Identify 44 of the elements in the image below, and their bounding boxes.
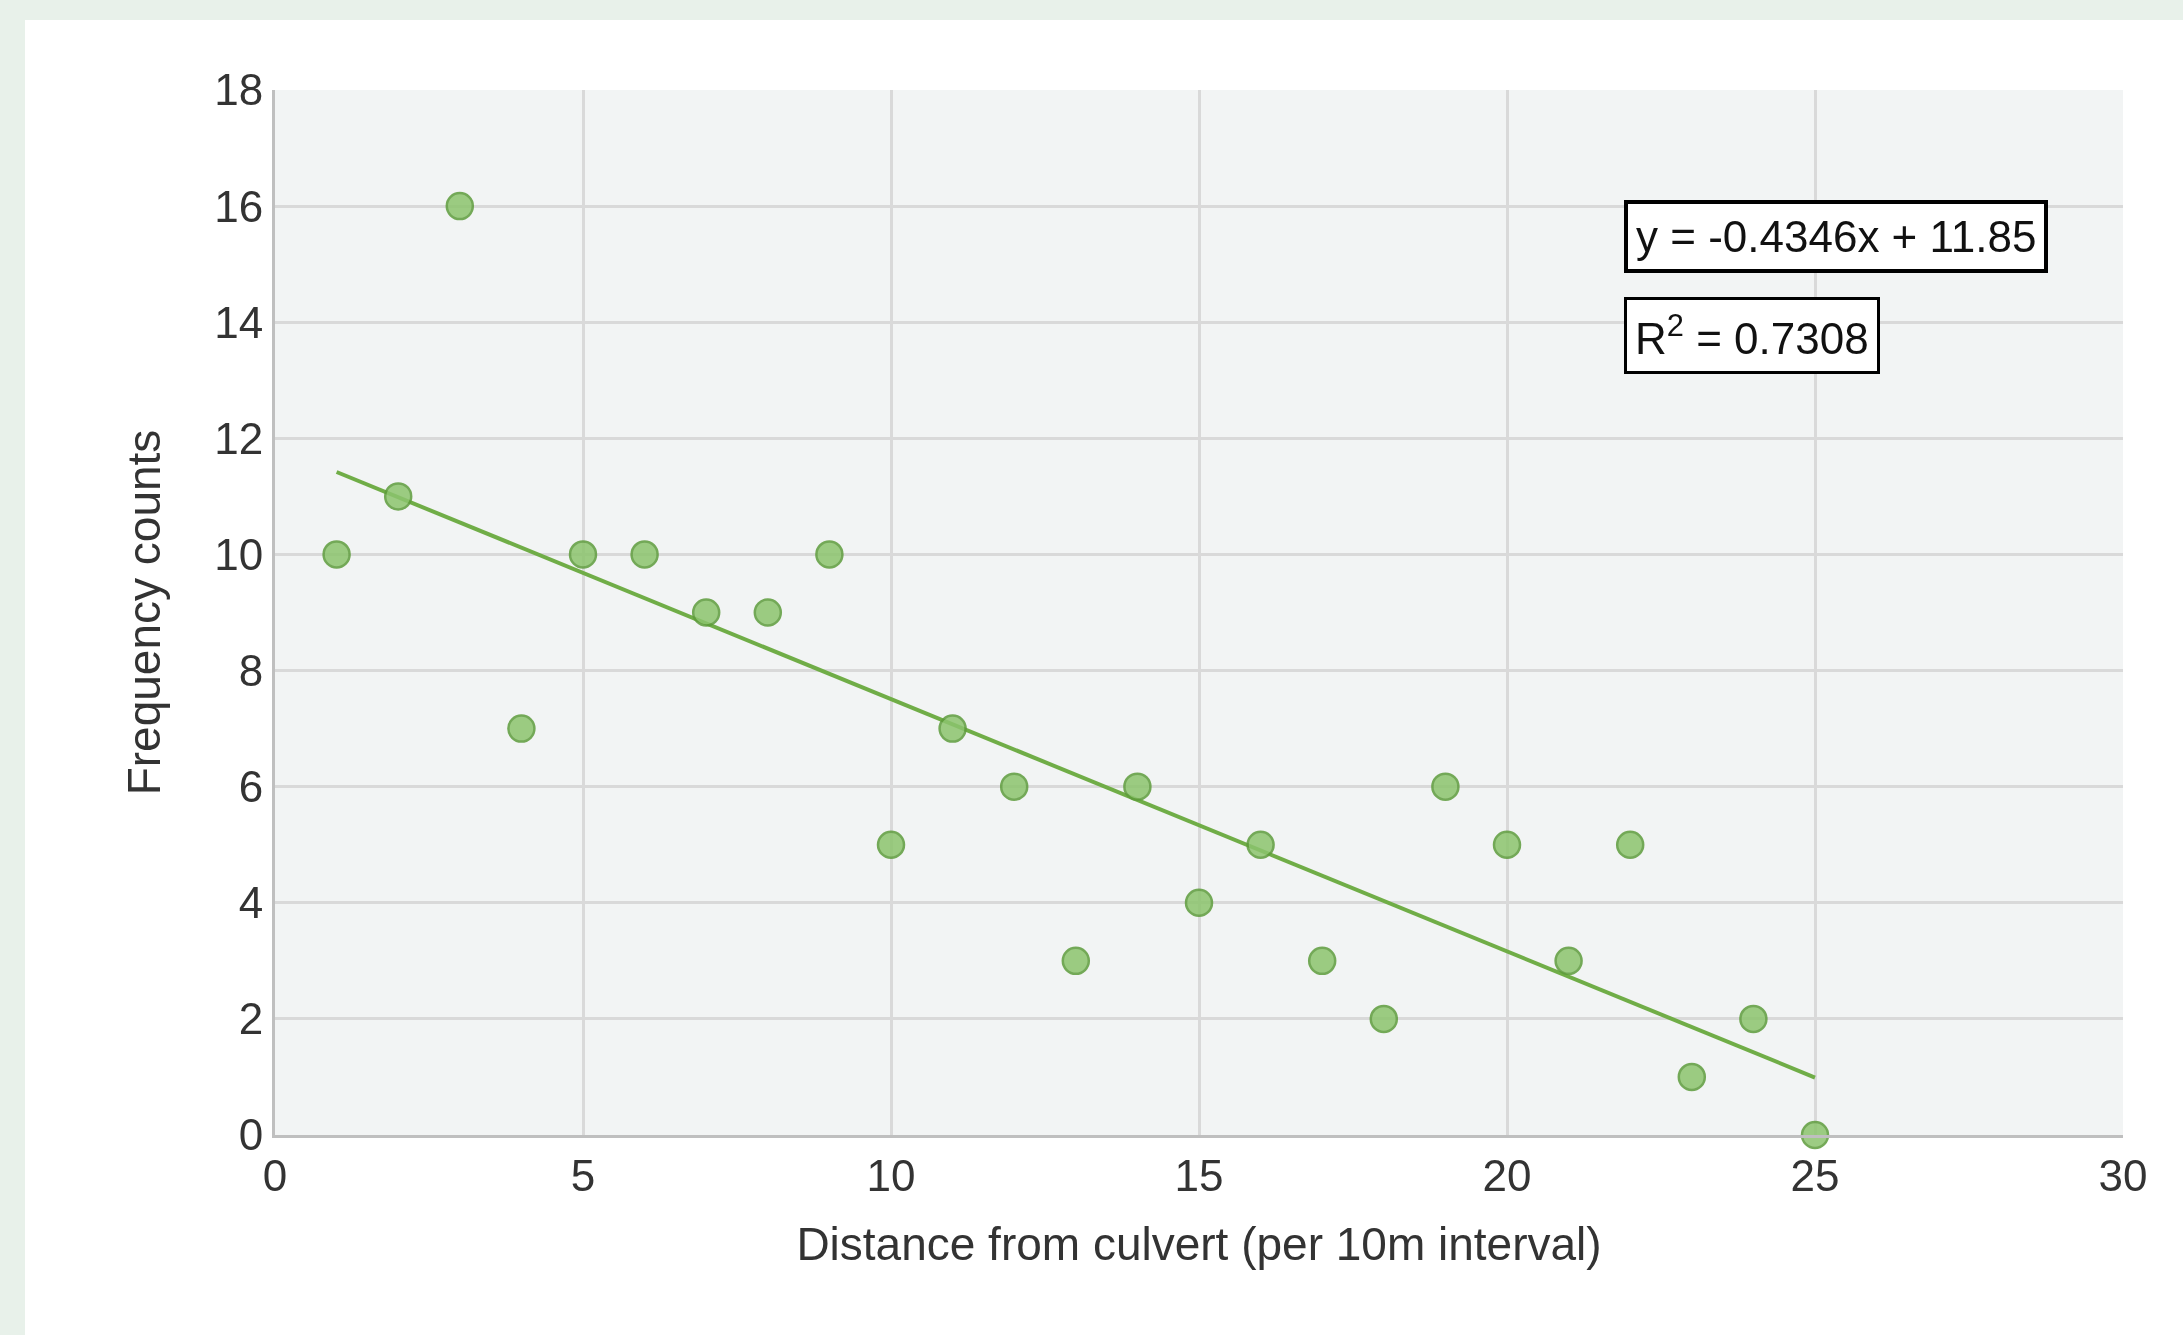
point	[753, 598, 783, 627]
point	[938, 714, 967, 743]
x-tick-label: 5	[570, 1150, 596, 1200]
point	[815, 540, 844, 569]
point	[876, 830, 906, 859]
point	[568, 540, 598, 569]
point	[1246, 830, 1275, 859]
point	[1431, 772, 1460, 801]
annotation: y = -0.4346x + 11.85	[1636, 212, 2037, 261]
y-tick-label: 6	[238, 762, 264, 812]
y-tick-label: 4	[238, 878, 264, 928]
y-tick-label: 12	[214, 413, 264, 463]
point	[445, 191, 475, 221]
annotation: R$^{2}$ = 0.7308	[1635, 308, 1869, 364]
point	[1369, 1004, 1399, 1034]
point	[999, 772, 1029, 801]
x-tick-label: 30	[2098, 1150, 2148, 1200]
x-tick-label: 25	[1790, 1150, 1840, 1200]
point	[1615, 830, 1645, 859]
x-axis-title: Distance from culvert (per 10m interval)	[796, 1218, 1602, 1271]
point	[1123, 772, 1152, 801]
y-tick-label: 8	[238, 645, 264, 695]
point	[1307, 946, 1337, 976]
point	[630, 540, 659, 569]
x-tick-label: 10	[866, 1150, 916, 1200]
point	[1677, 1062, 1707, 1092]
x-tick-label: 15	[1174, 1150, 1224, 1200]
point	[1184, 888, 1214, 918]
y-tick-label: 18	[214, 65, 264, 115]
y-tick-label: 2	[238, 994, 264, 1044]
y-tick-label: 14	[214, 297, 264, 347]
point	[691, 598, 721, 627]
point	[1554, 946, 1583, 976]
y-axis-title: Frequency counts	[117, 429, 170, 796]
y-tick-label: 16	[214, 181, 264, 231]
y-tick-label: 10	[214, 529, 264, 579]
point	[507, 714, 536, 743]
point	[322, 540, 351, 569]
point	[1061, 946, 1091, 976]
point	[1739, 1004, 1768, 1034]
point	[383, 482, 413, 511]
y-tick-label: 0	[238, 1110, 264, 1160]
point	[1492, 830, 1522, 859]
x-tick-label: 20	[1482, 1150, 1532, 1200]
